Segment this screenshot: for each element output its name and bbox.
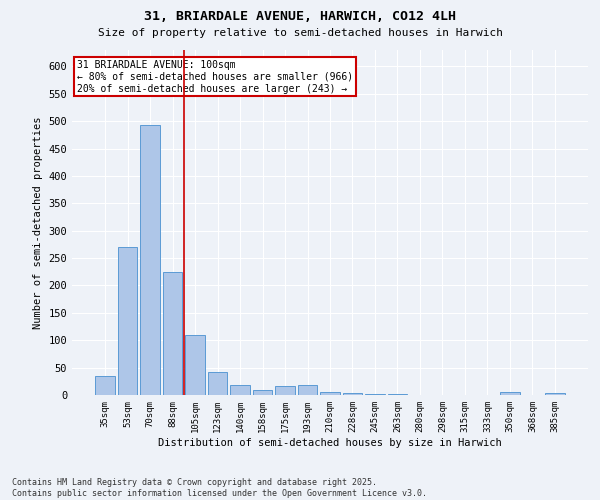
Bar (343, 394, 362, 395)
Bar (208, 372, 227, 395)
Bar (185, 335, 205, 395)
Bar (500, 392, 520, 395)
Bar (545, 394, 565, 395)
Bar (388, 394, 407, 395)
Bar (95, 376, 115, 395)
Bar (275, 386, 295, 395)
Bar (118, 247, 137, 395)
Bar (230, 385, 250, 395)
Text: Size of property relative to semi-detached houses in Harwich: Size of property relative to semi-detach… (97, 28, 503, 38)
Bar (298, 385, 317, 395)
Text: Contains HM Land Registry data © Crown copyright and database right 2025.
Contai: Contains HM Land Registry data © Crown c… (12, 478, 427, 498)
X-axis label: Distribution of semi-detached houses by size in Harwich: Distribution of semi-detached houses by … (158, 438, 502, 448)
Bar (140, 125, 160, 395)
Bar (365, 394, 385, 395)
Text: 31, BRIARDALE AVENUE, HARWICH, CO12 4LH: 31, BRIARDALE AVENUE, HARWICH, CO12 4LH (144, 10, 456, 23)
Bar (253, 390, 272, 395)
Text: 31 BRIARDALE AVENUE: 100sqm
← 80% of semi-detached houses are smaller (966)
20% : 31 BRIARDALE AVENUE: 100sqm ← 80% of sem… (77, 60, 353, 94)
Bar (320, 392, 340, 395)
Bar (163, 272, 182, 395)
Y-axis label: Number of semi-detached properties: Number of semi-detached properties (33, 116, 43, 329)
